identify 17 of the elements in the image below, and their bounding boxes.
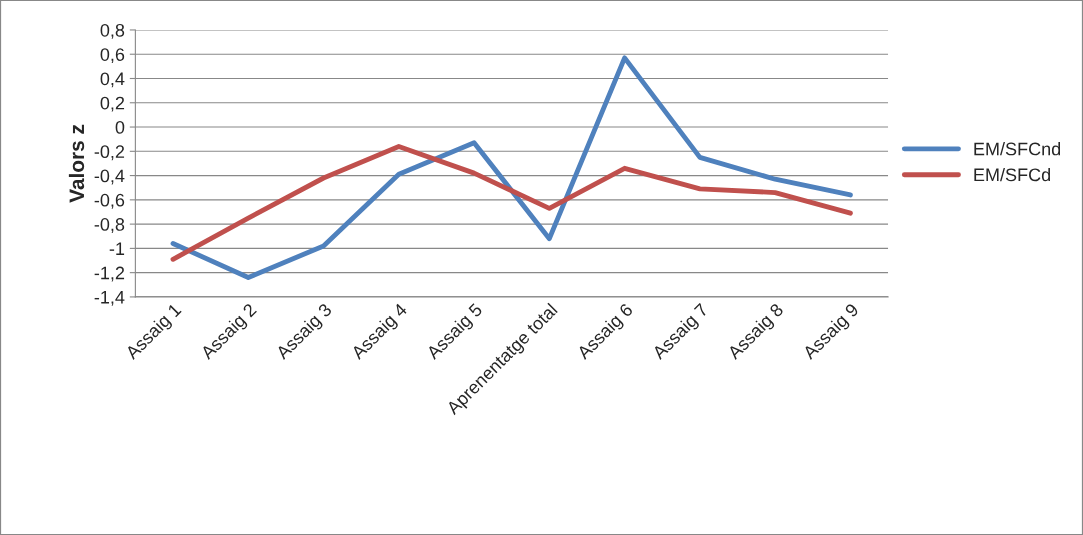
y-tick-label: 0,2 [100,96,125,112]
y-axis-title: Valors z [68,124,85,203]
line-series [170,55,853,280]
y-tick-label: 0,8 [100,23,125,39]
y-tick-label: -1,4 [94,291,125,306]
y-tick-label: 0,4 [100,72,125,88]
y-tick-label: -0,8 [94,218,125,233]
y-tick-label: 0,6 [100,48,125,64]
y-tick-label: -1,2 [94,266,125,282]
y-tick-label: -0,4 [94,169,125,185]
y-tick-label: -0,2 [94,145,125,161]
y-tick-label: 0 [115,120,125,134]
legend-label: EM/SFCnd [974,142,1061,156]
y-tick-label: -1 [109,242,125,255]
legend-label: EM/SFCd [974,167,1051,182]
y-tick-label: -0,6 [94,193,125,209]
line-series [170,144,853,262]
